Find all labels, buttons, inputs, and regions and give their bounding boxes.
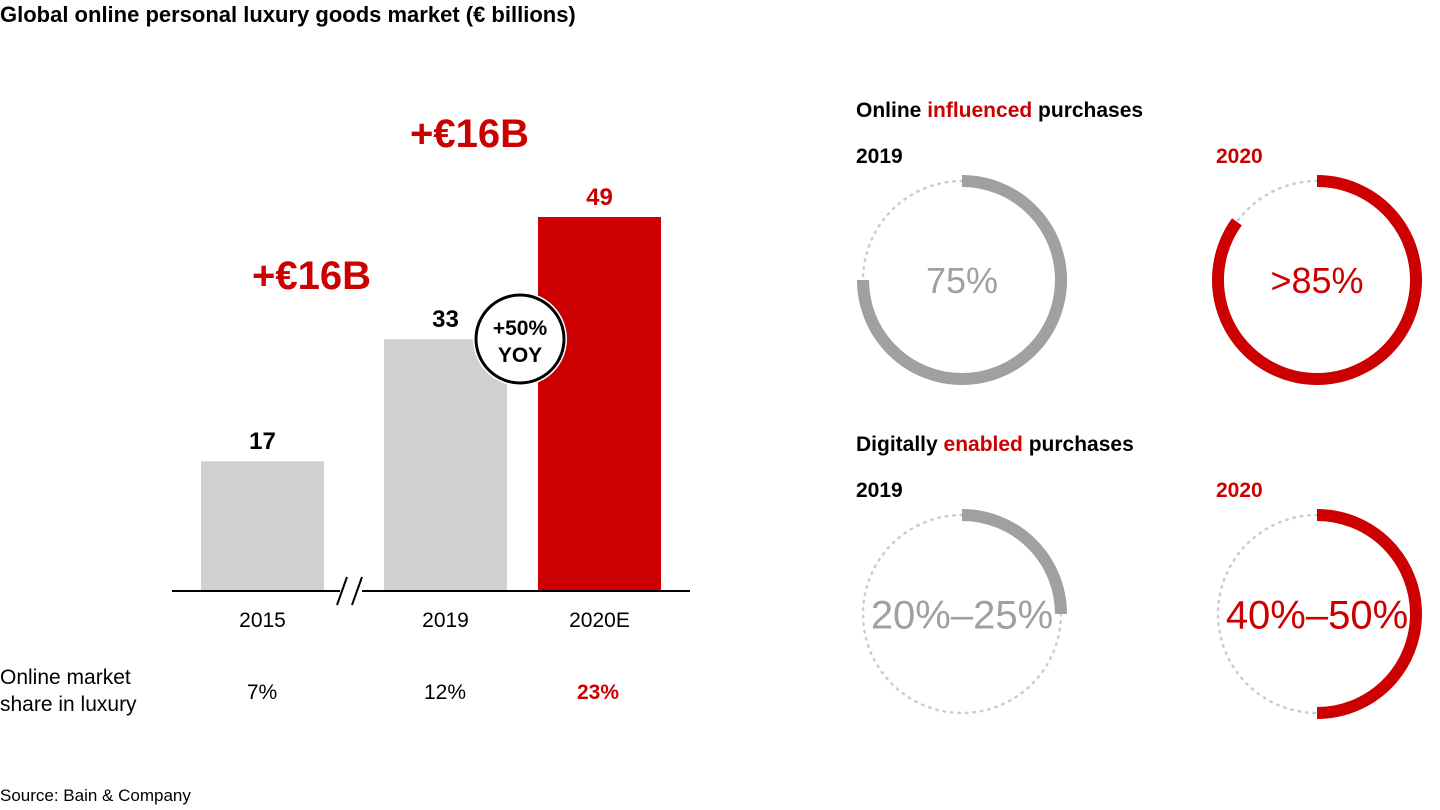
enabled-2019-label: 2019 [856, 479, 903, 502]
influenced-2020-label: 2020 [1216, 145, 1263, 168]
market-share-row-label: Online market share in luxury [0, 664, 137, 718]
ring-influenced-2020: >85% [1212, 175, 1422, 385]
yoy-badge-line2: YOY [498, 344, 542, 367]
source-note: Source: Bain & Company [0, 786, 191, 805]
enabled-2020-label: 2020 [1216, 479, 1263, 502]
ring-enabled-2019: 20%–25% [861, 509, 1067, 715]
bar-value-label: 33 [432, 306, 459, 333]
ring-enabled-2020: 40%–50% [1216, 509, 1422, 719]
market-share-2020: 23% [576, 681, 620, 704]
ring-arc [961, 509, 1067, 615]
ring-charts: 75% >85% 20%–25% 40%–50% [857, 175, 1422, 719]
bar-2015 [201, 461, 324, 591]
enabled-section-title: Digitally enabled purchases [856, 433, 1134, 457]
market-share-label-line1: Online market [0, 666, 131, 689]
influenced-title-highlight: influenced [927, 99, 1033, 122]
ring-arc [1316, 509, 1422, 719]
market-share-2015: 7% [246, 681, 278, 704]
market-share-2019: 12% [423, 681, 467, 704]
ring-value-label: 40%–50% [1226, 593, 1408, 637]
bar-2020E [538, 217, 661, 591]
yoy-badge-line1: +50% [493, 317, 548, 340]
x-tick-label: 2015 [239, 609, 286, 632]
ring-value-label: >85% [1270, 260, 1363, 301]
ring-value-label: 20%–25% [871, 593, 1053, 637]
bar-value-label: 49 [586, 184, 613, 211]
ring-value-label: 75% [926, 260, 998, 301]
growth-annotation-2015-2019: +€16B [252, 254, 371, 298]
enabled-title-part3: purchases [1022, 433, 1134, 456]
enabled-title-part1: Digitally [856, 433, 944, 456]
bar-chart: 17 2015 33 2019 49 2020E +50% YOY [172, 184, 690, 632]
x-tick-label: 2020E [569, 609, 630, 632]
axis-break-slash [336, 576, 348, 606]
growth-annotation-2019-2020: +€16B [410, 112, 529, 156]
enabled-title-highlight: enabled [943, 433, 1023, 456]
axis-break-slash [351, 576, 363, 606]
ring-influenced-2019: 75% [857, 175, 1067, 385]
influenced-2019-label: 2019 [856, 145, 903, 168]
influenced-section-title: Online influenced purchases [856, 99, 1143, 123]
yoy-badge: +50% YOY [473, 292, 567, 386]
x-tick-label: 2019 [422, 609, 469, 632]
influenced-title-part3: purchases [1032, 99, 1144, 122]
bar-2019 [384, 339, 507, 591]
ring-arc [1212, 175, 1422, 385]
chart-title: Global online personal luxury goods mark… [0, 2, 576, 27]
axis-break-gap [340, 578, 362, 604]
ring-arc [857, 175, 1067, 385]
influenced-title-part1: Online [856, 99, 928, 122]
market-share-label-line2: share in luxury [0, 693, 137, 716]
bar-value-label: 17 [249, 428, 276, 455]
